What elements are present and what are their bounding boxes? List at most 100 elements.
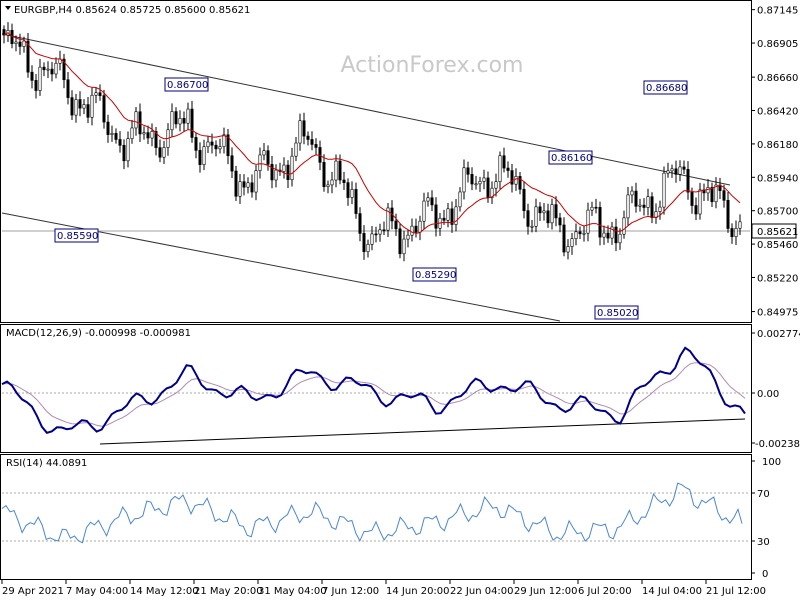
candle: [542, 202, 546, 221]
candle: [198, 142, 202, 173]
candle: [30, 65, 34, 89]
candle: [118, 131, 122, 153]
candle: [546, 203, 550, 228]
candle: [518, 171, 522, 195]
candle: [34, 74, 38, 99]
candle: [346, 178, 350, 206]
candle: [262, 143, 266, 161]
candle: [366, 239, 370, 258]
candle: [622, 210, 626, 239]
candle: [326, 180, 330, 194]
rsi-line: [1, 482, 743, 544]
price-axis-label: 0.85460: [757, 240, 798, 251]
candle: [222, 127, 226, 154]
candle: [670, 164, 674, 178]
candle: [302, 112, 306, 145]
macd-axis-label: -0.002383: [755, 439, 800, 450]
candle: [290, 147, 294, 187]
price-axis-label: 0.85700: [757, 207, 798, 218]
candle: [410, 218, 414, 242]
candle: [194, 132, 198, 159]
candle: [74, 93, 78, 123]
dropdown-triangle-icon[interactable]: [5, 6, 11, 10]
candle: [186, 102, 190, 130]
candle: [490, 181, 494, 205]
candle: [642, 198, 646, 216]
price-axis: 0.87145 0.86905 0.86660 0.86420 0.86180 0.859…: [751, 6, 798, 319]
candle: [110, 125, 114, 142]
watermark: ActionForex.com: [341, 53, 524, 78]
time-axis-label: 22 Jun 04:00: [450, 586, 514, 597]
candle: [466, 161, 470, 183]
candle: [398, 223, 402, 259]
candle: [506, 161, 510, 178]
candle: [522, 181, 526, 219]
time-axis-label: 29 Jun 12:00: [514, 586, 578, 597]
moving-average-line: [3, 32, 741, 234]
candle: [178, 110, 182, 132]
candle: [714, 177, 718, 209]
rsi-panel: [0, 454, 752, 580]
candle: [686, 161, 690, 200]
candle: [18, 33, 22, 55]
candle: [294, 136, 298, 162]
candle: [182, 111, 186, 132]
macd-panel: [0, 324, 752, 453]
macd-line: [1, 346, 746, 434]
time-axis-label: 14 May 12:00: [130, 586, 199, 597]
candle: [378, 223, 382, 242]
channel-upper-line: [1, 33, 731, 186]
candle: [306, 131, 310, 146]
rsi-header: RSI(14) 44.0891: [6, 458, 87, 469]
candle: [534, 198, 538, 233]
price-axis-label: 0.86905: [757, 39, 798, 50]
candle: [370, 225, 374, 251]
price-axis-label: 0.85940: [757, 173, 798, 184]
rsi-axis-label: 0: [762, 569, 768, 580]
candle: [470, 167, 474, 191]
candle: [414, 218, 418, 238]
time-axis-label: 21 Jul 12:00: [706, 586, 766, 597]
candle: [514, 168, 518, 191]
candle: [722, 184, 726, 208]
candle: [342, 171, 346, 190]
candle: [86, 97, 90, 124]
candle: [394, 213, 398, 236]
time-axis-label: 31 May 04:00: [258, 586, 327, 597]
candle: [574, 223, 578, 246]
candle: [426, 192, 430, 207]
time-axis-label: 6 Jul 20:00: [578, 586, 632, 597]
annotation-low-3: 0.85020: [594, 305, 639, 320]
candle: [270, 156, 274, 189]
candle: [190, 100, 194, 143]
candle: [510, 164, 514, 193]
candle: [142, 126, 146, 140]
candle: [710, 182, 714, 208]
candle: [62, 53, 66, 89]
candle: [550, 198, 554, 230]
candle: [478, 176, 482, 192]
price-axis-label: 0.86420: [757, 107, 798, 118]
candle: [70, 90, 74, 120]
candle: [146, 125, 150, 145]
candle: [334, 154, 338, 188]
candle: [226, 128, 230, 165]
current-price-label: 0.85621: [757, 227, 798, 238]
candle: [282, 157, 286, 179]
candle: [230, 147, 234, 179]
candle: [586, 202, 590, 242]
candle: [602, 225, 606, 245]
candle: [462, 159, 466, 200]
candle: [386, 203, 390, 237]
candle: [482, 169, 486, 190]
candle: [98, 84, 102, 101]
candle: [154, 127, 158, 156]
candle: [214, 140, 218, 157]
candle: [662, 166, 666, 215]
macd-axis-label: 0.002774: [757, 329, 800, 340]
candle: [22, 36, 26, 53]
candle: [530, 219, 534, 233]
candle: [170, 103, 174, 137]
macd-signal-line: [1, 362, 746, 427]
